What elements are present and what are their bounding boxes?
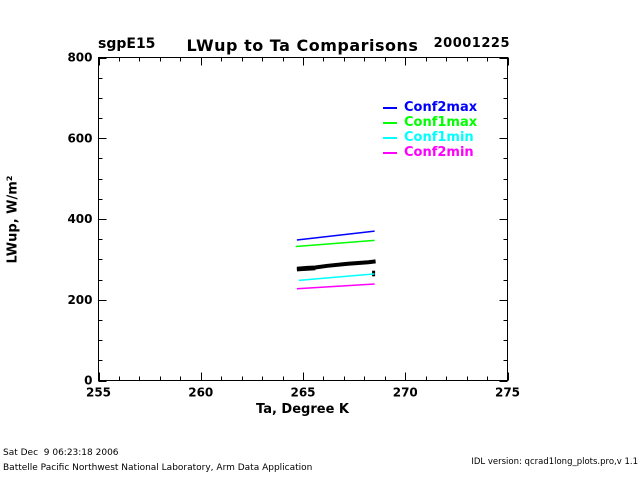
series-conf1min bbox=[298, 273, 375, 282]
version-footer: IDL version: qcrad1long_plots.pro,v 1.1 … bbox=[410, 442, 638, 480]
legend-label-conf2min: Conf2min bbox=[404, 145, 474, 160]
series-lwup-observed bbox=[296, 259, 376, 271]
y-axis-title: LWup, W/m² bbox=[5, 175, 21, 264]
x-tick-label: 275 bbox=[495, 386, 520, 400]
legend: Conf2max Conf1max Conf1min Conf2min bbox=[383, 100, 477, 160]
x-tick-label: 260 bbox=[188, 386, 213, 400]
timestamp-footer: Sat Dec 9 06:23:18 2006 bbox=[3, 448, 119, 458]
series-conf1max bbox=[295, 239, 375, 248]
y-tick-label: 0 bbox=[84, 374, 92, 388]
plot-title: LWup to Ta Comparisons bbox=[186, 36, 419, 55]
y-tick-label: 600 bbox=[67, 131, 92, 145]
x-tick-label: 255 bbox=[86, 386, 111, 400]
legend-item-conf2max: Conf2max bbox=[383, 100, 477, 115]
conf1max-line-swatch bbox=[383, 121, 397, 124]
x-tick-label: 265 bbox=[290, 386, 315, 400]
legend-item-conf1min: Conf1min bbox=[383, 130, 477, 145]
x-axis-title: Ta, Degree K bbox=[256, 402, 349, 417]
series-conf2min bbox=[296, 283, 375, 290]
y-tick-label: 800 bbox=[67, 51, 92, 65]
series-conf2max bbox=[296, 230, 375, 241]
conf2max-line-swatch bbox=[383, 106, 397, 109]
conf1min-line-swatch bbox=[383, 136, 397, 139]
date-label: 20001225 bbox=[433, 36, 510, 51]
series-lwup-observed-thick-left bbox=[296, 267, 316, 272]
x-tick-label: 270 bbox=[393, 386, 418, 400]
site-label: sgpE15 bbox=[98, 36, 156, 52]
y-tick-label: 200 bbox=[67, 293, 92, 307]
conf2min-line-swatch bbox=[383, 151, 397, 154]
legend-label-conf2max: Conf2max bbox=[404, 100, 478, 115]
legend-label-conf1max: Conf1max bbox=[404, 115, 478, 130]
legend-item-conf2min: Conf2min bbox=[383, 145, 477, 160]
y-tick-label: 400 bbox=[67, 212, 92, 226]
laboratory-footer: Battelle Pacific Northwest National Labo… bbox=[3, 463, 313, 473]
legend-label-conf1min: Conf1min bbox=[404, 130, 474, 145]
idl-version-line: IDL version: qcrad1long_plots.pro,v 1.1 bbox=[471, 457, 638, 467]
legend-item-conf1max: Conf1max bbox=[383, 115, 477, 130]
